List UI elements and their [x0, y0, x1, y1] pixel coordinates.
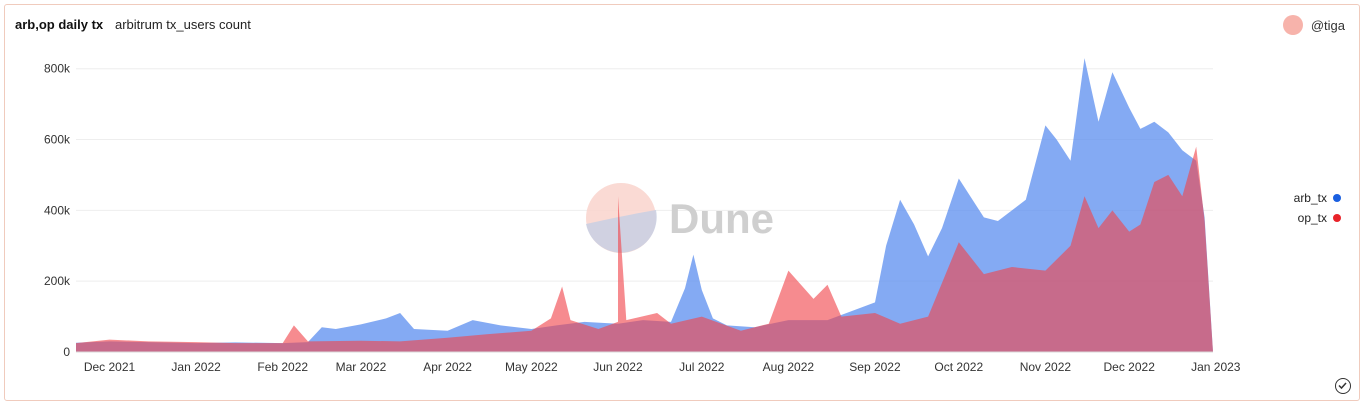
user-badge[interactable]: @tiga — [1282, 15, 1345, 35]
x-tick-label: Sep 2022 — [849, 360, 901, 374]
chart-card: arb,op daily tx arbitrum tx_users count … — [4, 4, 1360, 401]
avatar — [1282, 15, 1303, 35]
x-tick-label: Oct 2022 — [934, 360, 983, 374]
x-tick-label: Aug 2022 — [763, 360, 815, 374]
y-tick-label: 0 — [63, 345, 70, 359]
chart-title: arb,op daily tx — [15, 17, 104, 32]
x-tick-label: Feb 2022 — [257, 360, 308, 374]
x-tick-label: Nov 2022 — [1020, 360, 1072, 374]
series-area-op_tx — [76, 146, 1213, 352]
y-tick-label: 200k — [44, 274, 71, 288]
checkmark-icon[interactable] — [1335, 378, 1351, 394]
x-tick-label: Jul 2022 — [679, 360, 725, 374]
area-chart: 0 200k 400k 600k 800k Dune Dec 2021 Jan 2022 Feb… — [44, 58, 1241, 374]
legend-dot-op — [1333, 214, 1341, 222]
legend-item-arb[interactable]: arb_tx — [1294, 188, 1341, 208]
watermark-logo-shade — [586, 210, 657, 253]
y-tick-label: 800k — [44, 62, 71, 76]
series-area-arb_tx — [76, 58, 1213, 352]
x-tick-label: Jan 2022 — [171, 360, 221, 374]
x-tick-label: May 2022 — [505, 360, 558, 374]
x-tick-label: Jun 2022 — [593, 360, 643, 374]
x-tick-label: Dec 2022 — [1104, 360, 1156, 374]
y-tick-label: 600k — [44, 133, 71, 147]
x-tick-label: Jan 2023 — [1191, 360, 1241, 374]
y-tick-label: 400k — [44, 203, 71, 217]
legend-label-op: op_tx — [1297, 211, 1327, 225]
chart-subtitle: arbitrum tx_users count — [115, 17, 251, 32]
user-name: @tiga — [1310, 17, 1345, 33]
legend-dot-arb — [1333, 194, 1341, 202]
x-tick-label: Dec 2021 — [84, 360, 136, 374]
legend-item-op[interactable]: op_tx — [1294, 208, 1341, 228]
legend-label-arb: arb_tx — [1293, 191, 1327, 205]
x-tick-label: Apr 2022 — [423, 360, 472, 374]
legend: arb_tx op_tx — [1294, 188, 1341, 228]
watermark-text: Dune — [669, 195, 774, 242]
x-tick-label: Mar 2022 — [336, 360, 387, 374]
